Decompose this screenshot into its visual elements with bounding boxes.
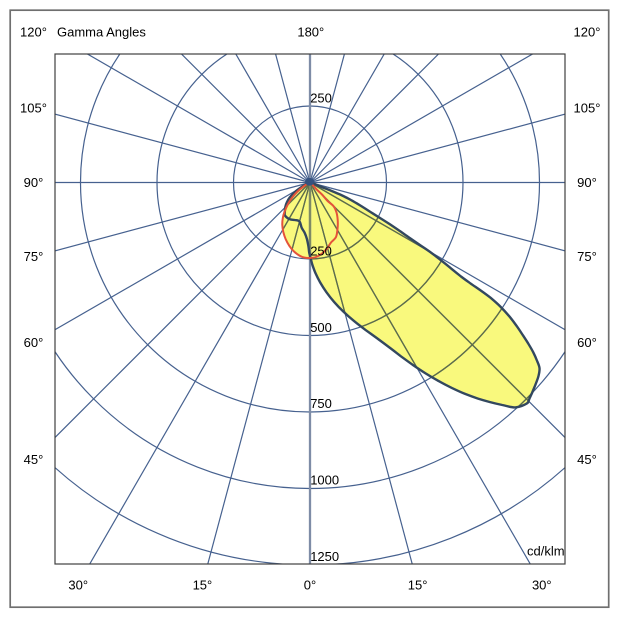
svg-text:120°: 120°: [20, 25, 47, 40]
svg-text:75°: 75°: [24, 249, 44, 264]
svg-text:30°: 30°: [532, 577, 552, 592]
svg-text:90°: 90°: [24, 175, 44, 190]
svg-text:1000: 1000: [310, 473, 339, 488]
svg-text:0°: 0°: [304, 577, 316, 592]
svg-text:45°: 45°: [577, 452, 597, 467]
svg-text:cd/klm: cd/klm: [527, 544, 565, 559]
svg-text:45°: 45°: [24, 452, 44, 467]
svg-text:105°: 105°: [20, 101, 47, 116]
svg-text:500: 500: [310, 320, 332, 335]
svg-text:180°: 180°: [297, 25, 324, 40]
svg-text:250: 250: [310, 244, 332, 259]
svg-text:750: 750: [310, 396, 332, 411]
svg-text:15°: 15°: [408, 577, 428, 592]
svg-text:60°: 60°: [24, 335, 44, 350]
svg-text:Gamma Angles: Gamma Angles: [57, 25, 146, 40]
svg-text:250: 250: [310, 91, 332, 106]
svg-text:15°: 15°: [193, 577, 213, 592]
svg-text:30°: 30°: [68, 577, 88, 592]
svg-text:60°: 60°: [577, 335, 597, 350]
svg-text:120°: 120°: [574, 25, 601, 40]
svg-text:90°: 90°: [577, 175, 597, 190]
svg-text:105°: 105°: [574, 101, 601, 116]
svg-text:75°: 75°: [577, 249, 597, 264]
svg-text:1250: 1250: [310, 549, 339, 564]
